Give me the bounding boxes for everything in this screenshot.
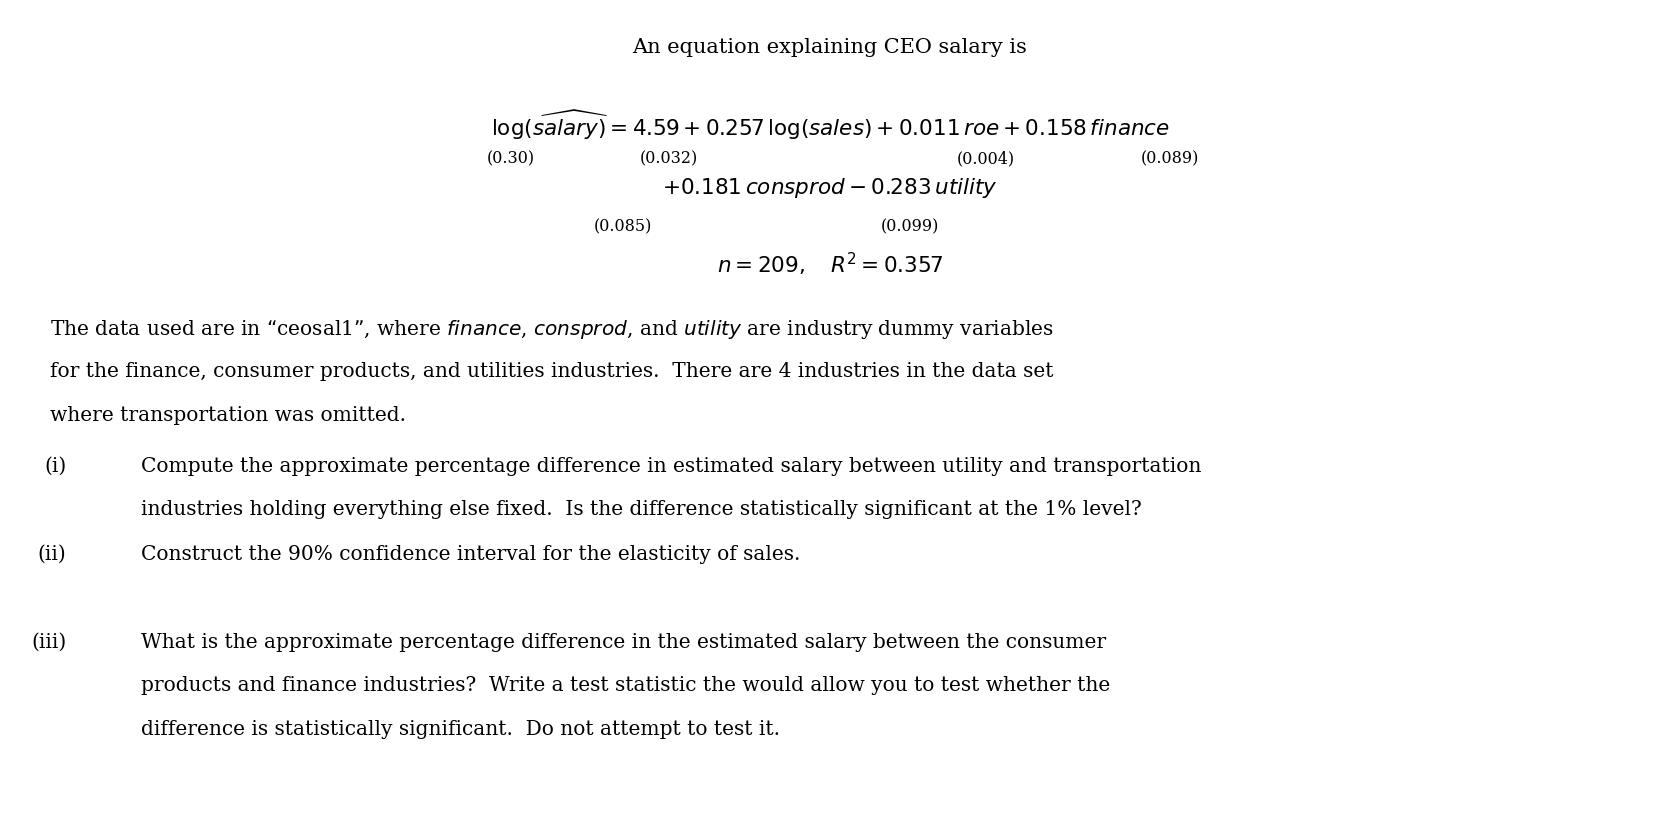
Text: Compute the approximate percentage difference in estimated salary between utilit: Compute the approximate percentage diffe… — [141, 457, 1202, 476]
Text: where transportation was omitted.: where transportation was omitted. — [50, 406, 405, 425]
Text: (0.099): (0.099) — [880, 218, 940, 235]
Text: for the finance, consumer products, and utilities industries.  There are 4 indus: for the finance, consumer products, and … — [50, 362, 1054, 381]
Text: industries holding everything else fixed.  Is the difference statistically signi: industries holding everything else fixed… — [141, 500, 1142, 520]
Text: (iii): (iii) — [32, 633, 66, 652]
Text: $n = 209, \quad R^2 = 0.357$: $n = 209, \quad R^2 = 0.357$ — [717, 251, 943, 278]
Text: (0.30): (0.30) — [488, 151, 535, 168]
Text: (0.032): (0.032) — [639, 151, 699, 168]
Text: (i): (i) — [45, 457, 66, 476]
Text: $+ 0.181\,consprod - 0.283\,utility$: $+ 0.181\,consprod - 0.283\,utility$ — [662, 176, 998, 200]
Text: difference is statistically significant.  Do not attempt to test it.: difference is statistically significant.… — [141, 720, 780, 739]
Text: (0.089): (0.089) — [1140, 151, 1200, 168]
Text: An equation explaining CEO salary is: An equation explaining CEO salary is — [632, 38, 1028, 57]
Text: What is the approximate percentage difference in the estimated salary between th: What is the approximate percentage diffe… — [141, 633, 1106, 652]
Text: The data used are in “ceosal1”, where $\mathit{finance}$, $\mathit{consprod}$, a: The data used are in “ceosal1”, where $\… — [50, 318, 1054, 341]
Text: products and finance industries?  Write a test statistic the would allow you to : products and finance industries? Write a… — [141, 676, 1111, 696]
Text: (0.004): (0.004) — [956, 151, 1016, 168]
Text: (0.085): (0.085) — [593, 218, 652, 235]
Text: $\log(\widehat{salary}) = 4.59 + 0.257\,\log(sales) + 0.011\,roe + 0.158\,financ: $\log(\widehat{salary}) = 4.59 + 0.257\,… — [491, 109, 1169, 142]
Text: (ii): (ii) — [38, 545, 66, 564]
Text: Construct the 90% confidence interval for the elasticity of sales.: Construct the 90% confidence interval fo… — [141, 545, 800, 564]
